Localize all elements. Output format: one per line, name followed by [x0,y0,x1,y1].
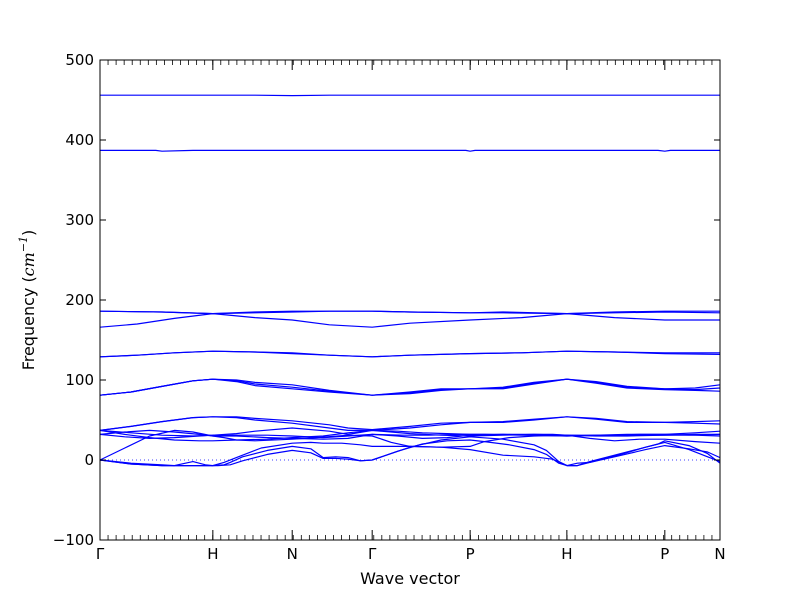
x-tick-label: Γ [368,545,377,563]
band-line [100,429,720,442]
y-axis-label-unit: cm [19,252,38,276]
band-line [100,149,720,152]
y-tick-label: 300 [65,211,94,229]
x-minor-ticks [99,60,721,540]
y-tick-label: 200 [65,291,94,309]
y-axis-label-exponent: −1 [17,236,30,252]
x-tick-label: N [287,545,298,563]
band-line [100,429,720,461]
band-line [100,313,720,328]
x-axis-label: Wave vector [360,569,460,588]
band-line [100,416,720,431]
y-tick-label: 500 [65,51,94,69]
y-tick-label: −100 [53,531,94,549]
band-line [100,429,720,440]
x-tick-label: H [207,545,218,563]
band-line [100,441,720,467]
band-lines [100,94,720,467]
y-axis-label: Frequency (cm−1) [17,230,38,371]
y-tick-label: 100 [65,371,94,389]
band-line [100,310,720,315]
x-tick-label: N [714,545,725,563]
x-tick-label: P [660,545,669,563]
y-tick-label: 0 [84,451,94,469]
y-axis: −100 0 100 200 300 400 500 [53,51,720,549]
plot-frame [99,59,721,541]
x-tick-label: Γ [96,545,105,563]
y-axis-label-close: ) [19,230,38,236]
band-line [100,350,720,358]
x-tick-label: P [466,545,475,563]
band-line [100,378,720,396]
y-tick-label: 400 [65,131,94,149]
y-axis-label-text: Frequency ( [19,276,38,370]
band-line [100,378,720,396]
x-tick-label: H [561,545,572,563]
